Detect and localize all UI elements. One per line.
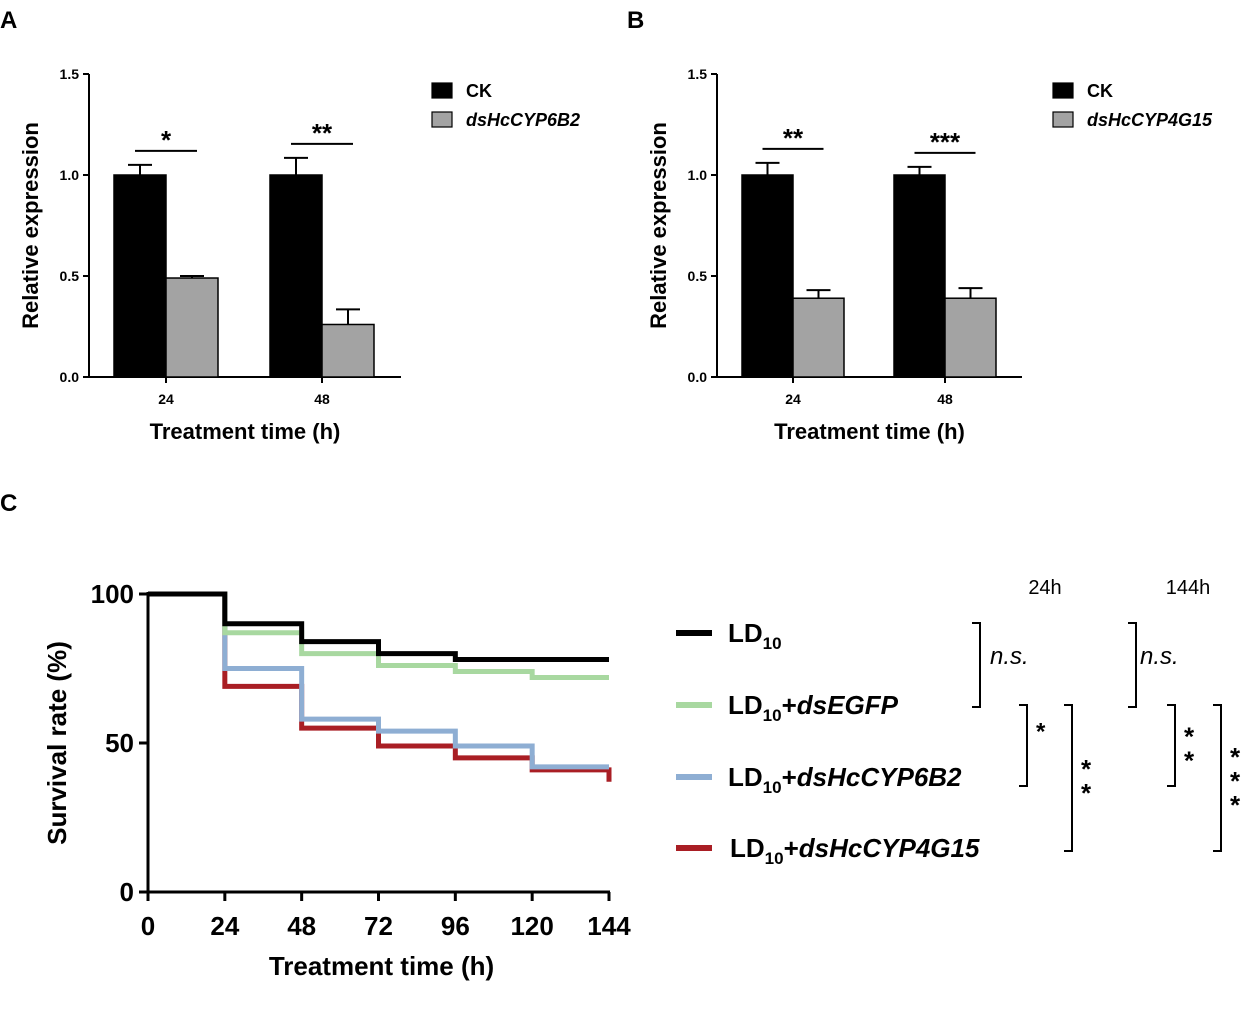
y-tick-label: 0	[120, 877, 134, 907]
y-tick-label: 100	[91, 579, 134, 609]
legend-label: LD10+dsHcCYP4G15	[730, 833, 980, 868]
significance-bracket	[1019, 704, 1028, 787]
survival-curve	[148, 591, 609, 770]
bar-chart-a: 0.0 0.5 1.0 1.5 Relative expression Treatment…	[18, 66, 580, 444]
panel-label-c: C	[0, 490, 17, 517]
bar	[741, 174, 794, 378]
bar	[944, 297, 997, 378]
significance-label: **	[1081, 754, 1092, 808]
x-tick-label: 48	[287, 911, 316, 941]
y-axis-title: Survival rate (%)	[42, 641, 72, 845]
legend-swatch	[431, 111, 453, 128]
legend-swatch	[1052, 82, 1074, 99]
significance-label: *	[1036, 719, 1046, 746]
y-tick-label: 1.0	[60, 167, 80, 183]
significance-label: n.s.	[990, 643, 1029, 670]
significance-bracket	[1064, 704, 1073, 852]
legend-label: CK	[1087, 81, 1113, 101]
significance-bracket	[1167, 704, 1176, 787]
y-tick-label: 1.5	[60, 66, 80, 82]
y-tick-label: 0.5	[60, 268, 80, 284]
column-header-144h: 144h	[1166, 577, 1211, 599]
x-axis-title: Treatment time (h)	[269, 951, 494, 981]
bar	[321, 323, 375, 378]
legend-swatch	[1052, 111, 1074, 128]
x-tick-label: 72	[364, 911, 393, 941]
x-tick-label: 0	[141, 911, 155, 941]
legend-label: LD10+dsHcCYP6B2	[728, 762, 962, 797]
legend-swatch	[431, 82, 453, 99]
legend-label: CK	[466, 81, 492, 101]
y-axis-title: Relative expression	[18, 122, 43, 329]
x-tick-label: 120	[510, 911, 553, 941]
x-tick-label: 48	[937, 391, 953, 407]
y-axis-title: Relative expression	[646, 122, 671, 329]
y-tick-label: 1.5	[688, 66, 708, 82]
significance-label: **	[312, 118, 333, 148]
x-tick-label: 24	[210, 911, 239, 941]
x-axis-title: Treatment time (h)	[150, 419, 341, 444]
significance-label: **	[1184, 722, 1195, 776]
survival-curve	[148, 591, 609, 680]
y-tick-label: 50	[105, 728, 134, 758]
survival-curve	[148, 591, 609, 663]
bar	[269, 174, 323, 378]
legend-label: LD10+dsEGFP	[728, 690, 899, 725]
x-axis-title: Treatment time (h)	[774, 419, 965, 444]
significance-bracket	[972, 622, 981, 708]
significance-bracket	[1213, 704, 1222, 852]
significance-label: ***	[930, 127, 961, 157]
significance-label: **	[783, 123, 804, 153]
panel-label-b: B	[627, 7, 644, 34]
bar	[165, 277, 219, 378]
y-tick-label: 0.0	[60, 369, 80, 385]
survival-chart-c: 0 50 100 0 24 48 72 96 120 144 Survival rate (%) Tr…	[42, 577, 1241, 981]
column-header-24h: 24h	[1028, 577, 1061, 599]
legend-label: LD10	[728, 618, 782, 653]
bar	[893, 174, 946, 378]
y-tick-label: 1.0	[688, 167, 708, 183]
legend-label: dsHcCYP4G15	[1087, 110, 1213, 130]
x-tick-label: 24	[785, 391, 801, 407]
bar-chart-b: 0.0 0.5 1.0 1.5 Relative expression Treatment…	[646, 66, 1213, 444]
significance-label: n.s.	[1140, 643, 1179, 670]
bar	[113, 174, 167, 378]
panel-label-a: A	[0, 7, 17, 34]
survival-curve	[148, 591, 612, 782]
significance-label: ***	[1230, 742, 1241, 820]
x-tick-label: 96	[441, 911, 470, 941]
x-tick-label: 24	[158, 391, 174, 407]
legend-label: dsHcCYP6B2	[466, 110, 580, 130]
bar	[792, 297, 845, 378]
significance-label: *	[161, 125, 172, 155]
x-tick-label: 144	[587, 911, 631, 941]
significance-bracket	[1128, 622, 1137, 708]
y-tick-label: 0.0	[688, 369, 708, 385]
y-tick-label: 0.5	[688, 268, 708, 284]
x-tick-label: 48	[314, 391, 330, 407]
